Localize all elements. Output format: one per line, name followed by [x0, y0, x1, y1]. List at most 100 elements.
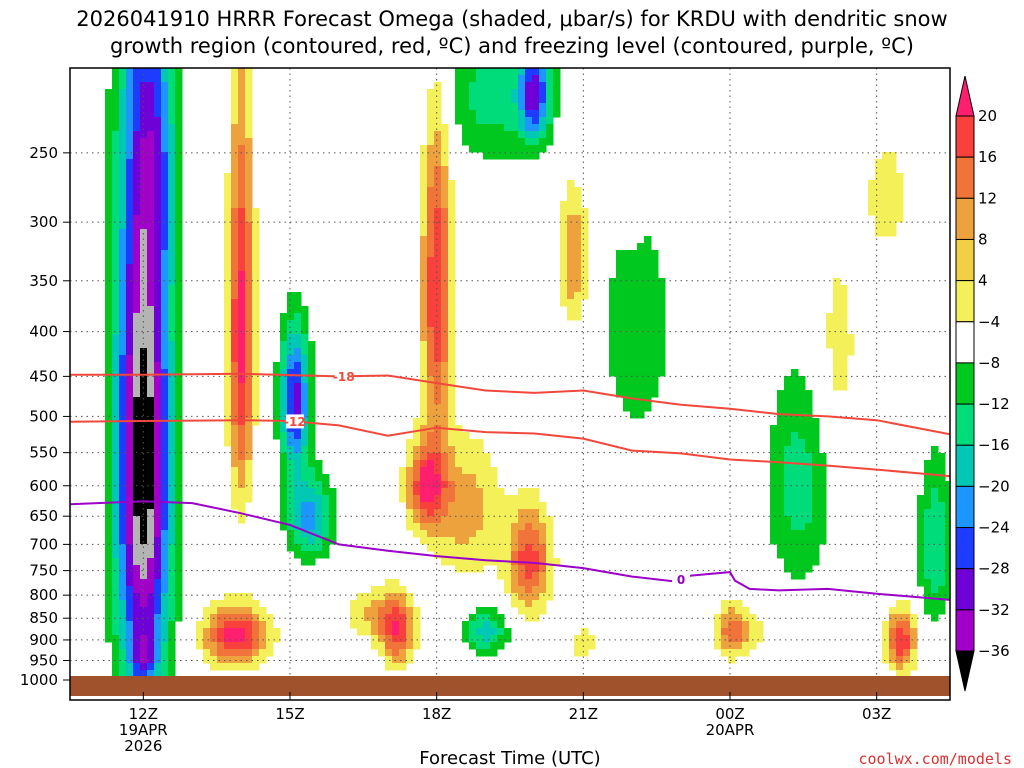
omega-cell [273, 411, 281, 419]
omega-cell [434, 397, 442, 405]
omega-cell [889, 180, 897, 188]
omega-cell [609, 299, 617, 307]
omega-cell [329, 523, 337, 531]
omega-cell [504, 586, 512, 594]
omega-cell [301, 432, 309, 440]
omega-cell [833, 369, 841, 377]
omega-cell [119, 600, 127, 608]
omega-cell [119, 488, 127, 496]
omega-cell [448, 334, 456, 342]
omega-cell [119, 194, 127, 202]
omega-cell [119, 110, 127, 118]
omega-cell [301, 488, 309, 496]
omega-cell [105, 341, 113, 349]
omega-cell [406, 509, 414, 517]
omega-cell [147, 404, 155, 412]
omega-cell [756, 628, 764, 636]
omega-cell [448, 292, 456, 300]
omega-cell [126, 474, 134, 482]
omega-cell [518, 565, 526, 573]
omega-cell [147, 509, 155, 517]
omega-cell [245, 362, 253, 370]
omega-cell [112, 439, 120, 447]
omega-cell [119, 537, 127, 545]
omega-cell [154, 306, 162, 314]
omega-cell [119, 166, 127, 174]
omega-cell [322, 481, 330, 489]
omega-cell [175, 278, 183, 286]
omega-cell [427, 376, 435, 384]
omega-cell [273, 383, 281, 391]
omega-cell [133, 579, 141, 587]
omega-cell [427, 173, 435, 181]
omega-cell [154, 159, 162, 167]
omega-cell [504, 509, 512, 517]
omega-cell [126, 635, 134, 643]
omega-cell [504, 565, 512, 573]
omega-cell [245, 292, 253, 300]
omega-cell [168, 159, 176, 167]
omega-cell [945, 495, 950, 503]
omega-cell [483, 635, 491, 643]
omega-cell [385, 607, 393, 615]
omega-cell [231, 278, 239, 286]
omega-cell [245, 299, 253, 307]
omega-cell [154, 187, 162, 195]
colorbar-label: −16 [978, 436, 1010, 454]
omega-cell [511, 586, 519, 594]
omega-cell [847, 334, 855, 342]
omega-cell [434, 495, 442, 503]
omega-cell [637, 334, 645, 342]
omega-cell [168, 446, 176, 454]
omega-cell [896, 187, 904, 195]
omega-cell [539, 600, 547, 608]
omega-cell [448, 348, 456, 356]
omega-cell [245, 229, 253, 237]
omega-cell [175, 488, 183, 496]
omega-cell [147, 558, 155, 566]
omega-cell [791, 425, 799, 433]
omega-cell [938, 481, 946, 489]
omega-cell [175, 222, 183, 230]
omega-cell [238, 411, 246, 419]
omega-cell [133, 411, 141, 419]
omega-cell [140, 278, 148, 286]
omega-cell [147, 642, 155, 650]
omega-cell [175, 523, 183, 531]
omega-cell [252, 404, 260, 412]
omega-cell [819, 453, 827, 461]
omega-cell [462, 488, 470, 496]
omega-cell [147, 96, 155, 104]
omega-cell [770, 432, 778, 440]
omega-cell [462, 82, 470, 90]
omega-cell [805, 418, 813, 426]
omega-cell [371, 621, 379, 629]
omega-cell [105, 579, 113, 587]
omega-cell [238, 600, 246, 608]
omega-cell [315, 509, 323, 517]
omega-cell [945, 586, 950, 594]
omega-cell [287, 348, 295, 356]
omega-cell [868, 194, 876, 202]
omega-cell [287, 341, 295, 349]
omega-cell [917, 502, 925, 510]
omega-cell [168, 285, 176, 293]
omega-cell [385, 663, 393, 671]
omega-cell [175, 236, 183, 244]
omega-cell [126, 488, 134, 496]
omega-cell [462, 103, 470, 111]
omega-cell [525, 607, 533, 615]
omega-cell [154, 649, 162, 657]
omega-cell [553, 558, 561, 566]
omega-cell [532, 586, 540, 594]
omega-cell [609, 348, 617, 356]
omega-cell [658, 369, 666, 377]
omega-cell [420, 348, 428, 356]
omega-cell [231, 243, 239, 251]
omega-cell [301, 509, 309, 517]
omega-cell [448, 278, 456, 286]
omega-cell [329, 502, 337, 510]
omega-cell [490, 558, 498, 566]
omega-cell [567, 236, 575, 244]
omega-cell [154, 145, 162, 153]
